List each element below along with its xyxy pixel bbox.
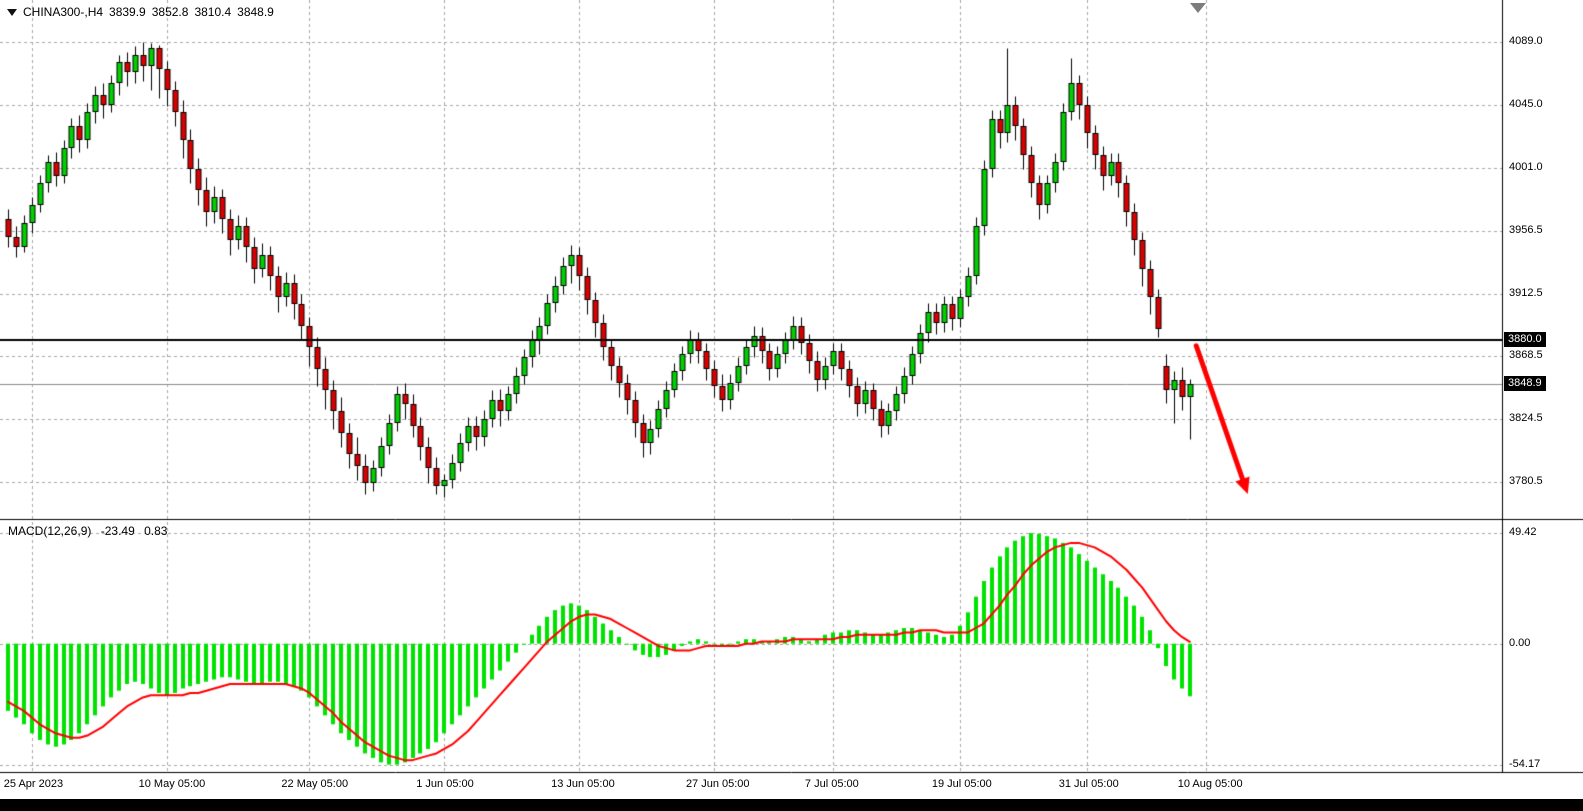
chart-title: CHINA300-,H4 3839.9 3852.8 3810.4 3848.9 — [7, 5, 274, 19]
price-marker: 3848.9 — [1504, 376, 1546, 392]
macd-name: MACD(12,26,9) — [8, 524, 92, 538]
ohlc-close: 3848.9 — [237, 5, 274, 19]
price-axis-label: 3912.5 — [1509, 286, 1543, 299]
bottom-bar — [0, 799, 1583, 811]
time-axis-label: 25 Apr 2023 — [3, 778, 64, 790]
macd-axis-label: 49.42 — [1509, 526, 1537, 538]
price-axis-label: 4045.0 — [1509, 97, 1543, 110]
time-axis-label: 7 Jul 05:00 — [804, 778, 859, 790]
time-scale[interactable]: 25 Apr 2023 10 May 05:00 22 May 05:00 1 Jun… — [0, 772, 1583, 799]
time-axis-label: 10 May 05:00 — [138, 778, 206, 790]
ohlc-high: 3852.8 — [151, 5, 189, 19]
price-axis-label: 4001.0 — [1509, 160, 1543, 173]
time-axis-label: 22 May 05:00 — [281, 778, 349, 790]
price-scale[interactable]: 4089.0 4045.0 4001.0 3956.5 3912.5 3880.0 3868… — [1503, 0, 1583, 772]
time-axis-label: 27 Jun 05:00 — [685, 778, 750, 790]
macd-axis-label: -54.17 — [1509, 758, 1541, 770]
symbol-dropdown-icon[interactable] — [7, 8, 17, 16]
time-axis-label: 31 Jul 05:00 — [1058, 778, 1119, 790]
chart-shift-marker-icon[interactable] — [1190, 3, 1206, 13]
price-axis-label: 3780.5 — [1509, 475, 1543, 487]
price-axis-label: 4089.0 — [1509, 35, 1543, 47]
macd-axis-label: 0.00 — [1509, 636, 1531, 649]
price-axis-label: 3868.5 — [1509, 349, 1543, 362]
time-axis-label: 19 Jul 05:00 — [931, 778, 992, 790]
time-axis-label: 1 Jun 05:00 — [416, 778, 474, 790]
time-axis-label: 13 Jun 05:00 — [551, 778, 615, 790]
price-axis-label: 3824.5 — [1509, 412, 1543, 425]
ohlc-open: 3839.9 — [109, 5, 146, 19]
macd-value: -23.49 — [100, 524, 135, 538]
price-marker: 3880.0 — [1504, 332, 1546, 348]
macd-indicator-label: MACD(12,26,9) -23.49 0.83 — [8, 524, 173, 538]
symbol-period-label: CHINA300-,H4 — [23, 5, 104, 19]
price-axis-label: 3956.5 — [1509, 223, 1543, 236]
macd-signal-value: 0.83 — [144, 524, 168, 538]
ohlc-low: 3810.4 — [194, 5, 232, 19]
time-axis-label: 10 Aug 05:00 — [1177, 778, 1243, 790]
